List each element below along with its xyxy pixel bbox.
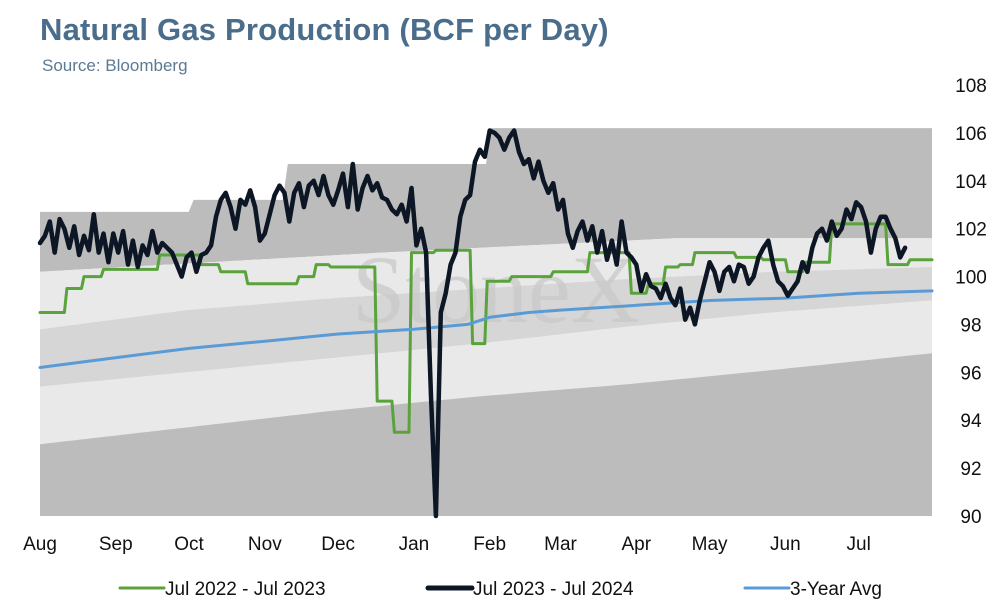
x-tick-label: Mar xyxy=(544,534,577,555)
y-tick-label: 108 xyxy=(955,76,987,97)
x-tick-label: Feb xyxy=(473,534,506,555)
band-q1-min xyxy=(40,300,932,445)
x-tick-label: May xyxy=(692,534,728,555)
x-tick-label: Jul xyxy=(847,534,871,555)
legend-label: Jul 2022 - Jul 2023 xyxy=(165,579,326,600)
x-axis: Aug Sep Oct Nov Dec Jan Feb Mar Apr May Jun Jul xyxy=(23,534,871,555)
y-tick-label: 100 xyxy=(955,268,987,289)
x-tick-label: Apr xyxy=(622,534,652,555)
y-axis: 90 92 94 96 98 100 102 104 106 108 xyxy=(955,76,987,528)
y-tick-label: 96 xyxy=(960,363,981,384)
x-tick-label: Nov xyxy=(248,534,282,555)
legend: Jul 2022 - Jul 2023 Jul 2023 - Jul 2024 3-… xyxy=(118,579,882,600)
y-tick-label: 94 xyxy=(960,411,982,432)
y-tick-label: 90 xyxy=(960,507,981,528)
chart-title: Natural Gas Production (BCF per Day) xyxy=(40,12,609,47)
x-tick-label: Aug xyxy=(23,534,57,555)
x-tick-label: Oct xyxy=(174,534,204,555)
x-tick-label: Sep xyxy=(99,534,133,555)
band-min-floor xyxy=(40,353,932,516)
x-tick-label: Jan xyxy=(399,534,430,555)
chart-subtitle: Source: Bloomberg xyxy=(42,56,188,75)
y-tick-label: 92 xyxy=(960,459,981,480)
series-jul-2023-jul-2024-line xyxy=(37,128,908,519)
series-3-year-avg-line xyxy=(38,289,934,369)
x-tick-label: Dec xyxy=(321,534,355,555)
y-tick-label: 106 xyxy=(955,124,987,145)
y-tick-label: 102 xyxy=(955,220,987,241)
legend-label: Jul 2023 - Jul 2024 xyxy=(473,579,634,600)
series-lines xyxy=(37,128,934,519)
x-tick-label: Jun xyxy=(770,534,801,555)
legend-label: 3-Year Avg xyxy=(790,579,882,600)
y-tick-label: 104 xyxy=(955,172,987,193)
y-tick-label: 98 xyxy=(960,315,981,336)
